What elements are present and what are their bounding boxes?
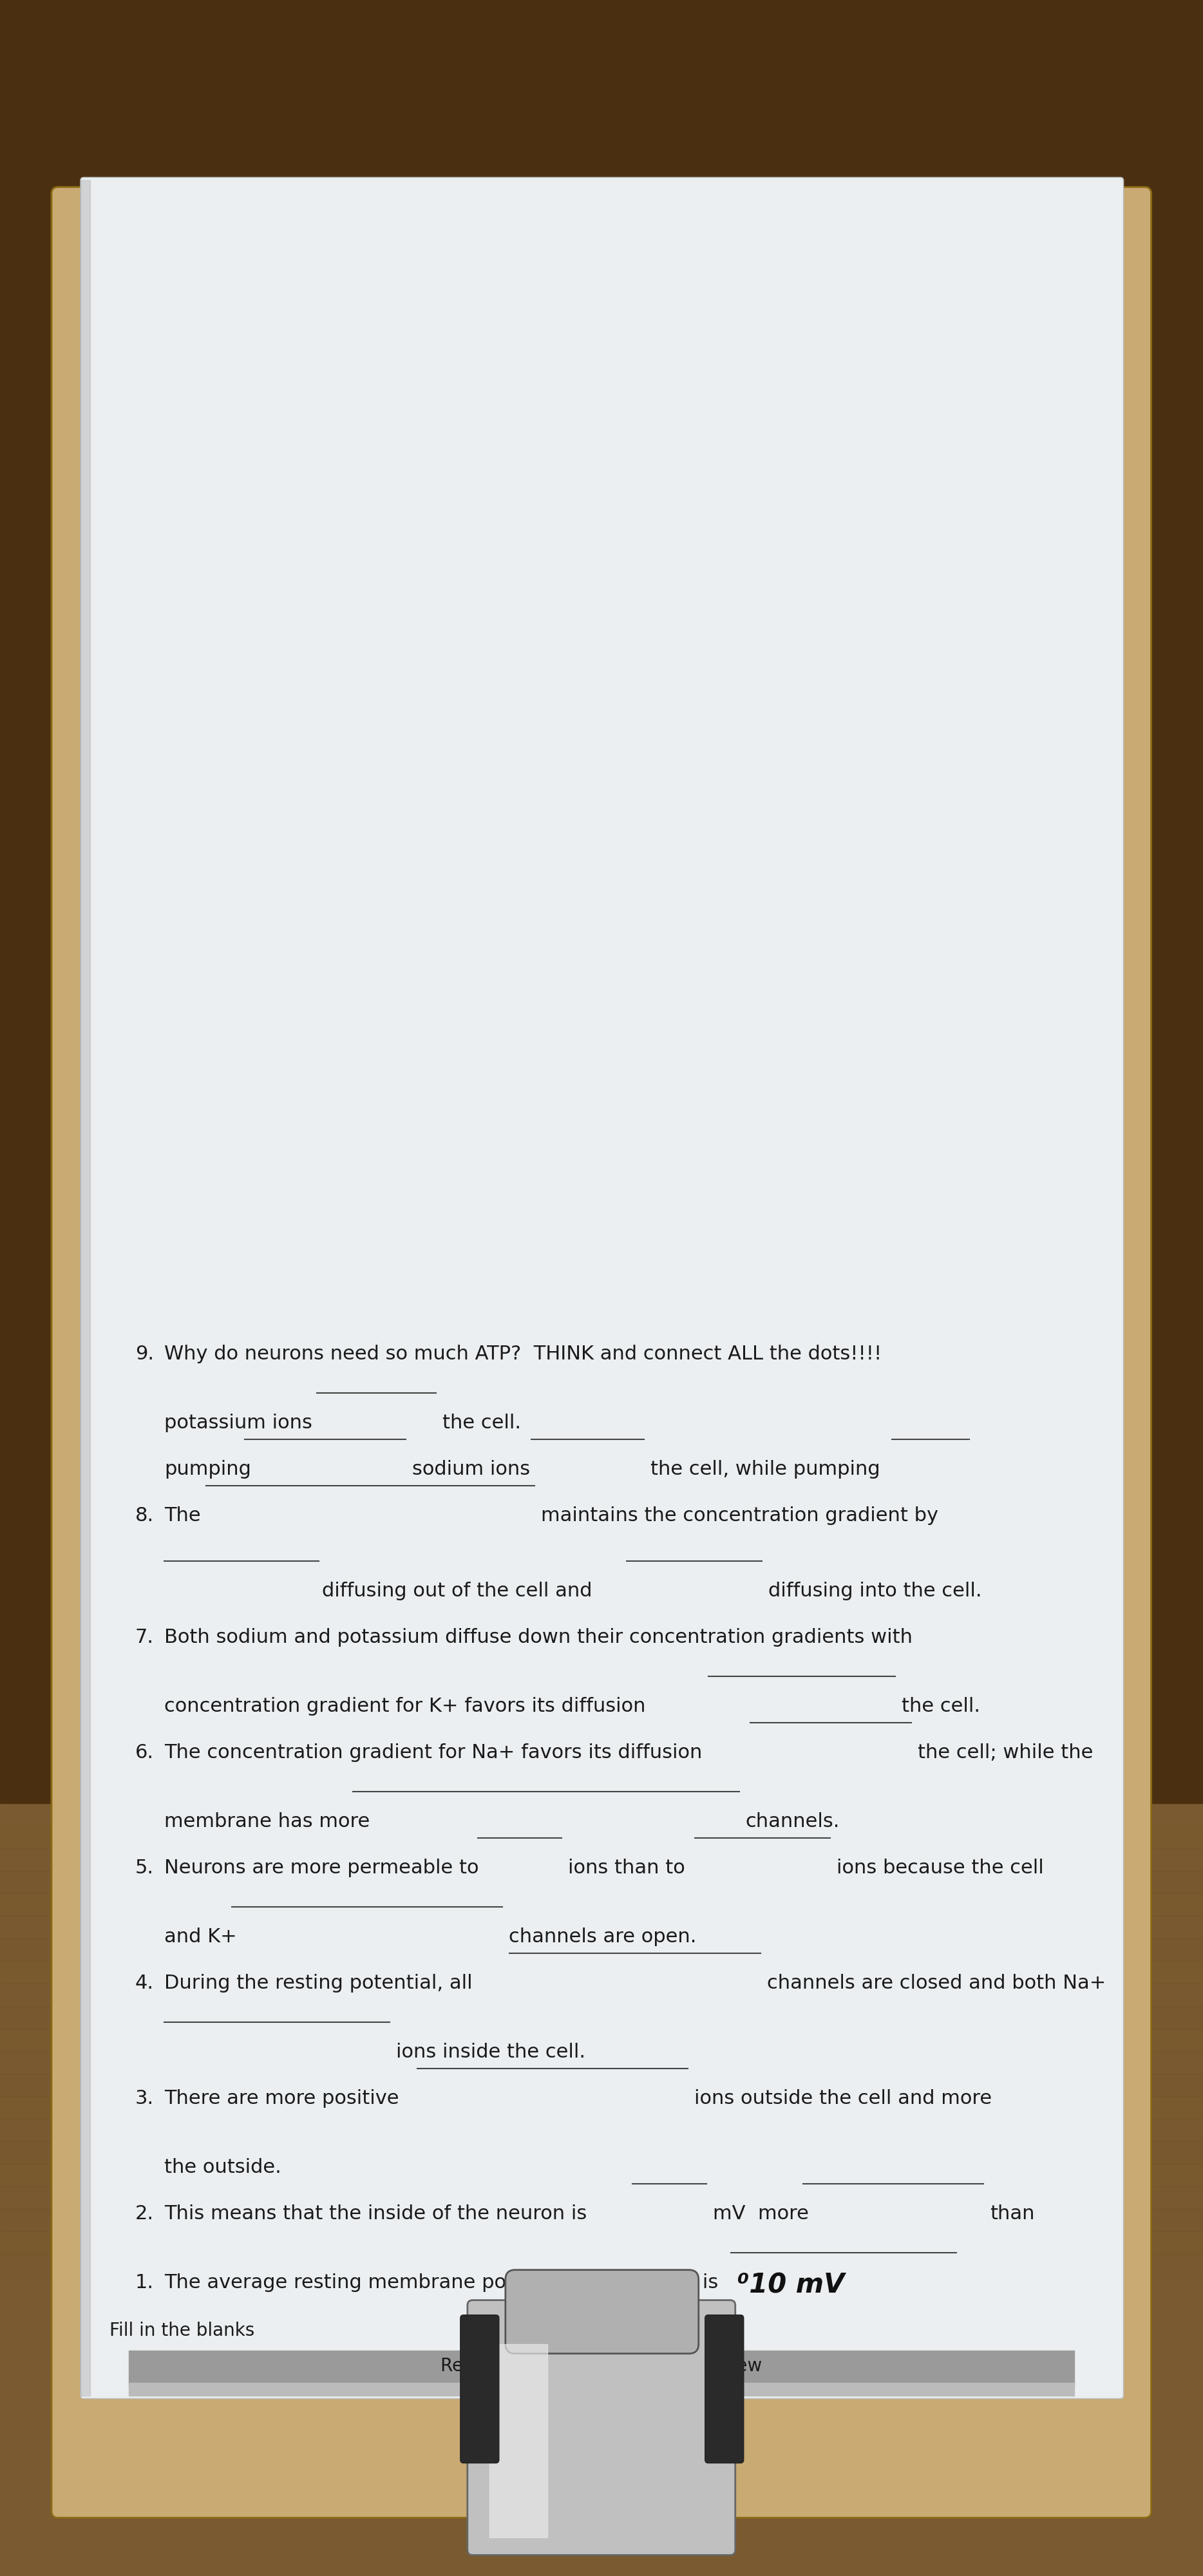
Text: 9.: 9.: [135, 1345, 154, 1363]
Text: During the resting potential, all: During the resting potential, all: [164, 1973, 473, 1991]
Bar: [0, 2164, 1203, 2187]
Bar: [0, 2007, 1203, 2027]
Bar: [0, 1984, 1203, 2007]
Text: channels.: channels.: [746, 1811, 840, 1832]
Text: ⁰10 mV: ⁰10 mV: [737, 2272, 845, 2298]
Text: The average resting membrane potential for a neuron is: The average resting membrane potential f…: [164, 2272, 718, 2293]
Text: ions outside the cell and more: ions outside the cell and more: [694, 2089, 991, 2107]
FancyBboxPatch shape: [705, 2316, 743, 2463]
Text: 1.: 1.: [135, 2272, 154, 2293]
Text: 5.: 5.: [135, 1857, 154, 1878]
Text: Why do neurons need so much ATP?  THINK and connect ALL the dots!!!!: Why do neurons need so much ATP? THINK a…: [164, 1345, 882, 1363]
Bar: [0, 1917, 1203, 1937]
Bar: [0, 1960, 1203, 1984]
Text: 2.: 2.: [135, 2205, 154, 2223]
Text: 3.: 3.: [135, 2089, 154, 2107]
Text: ions inside the cell.: ions inside the cell.: [396, 2043, 586, 2061]
Text: maintains the concentration gradient by: maintains the concentration gradient by: [541, 1507, 938, 1525]
Text: Neurons are more permeable to: Neurons are more permeable to: [164, 1857, 479, 1878]
Bar: [0, 0, 1203, 1803]
Text: membrane has more: membrane has more: [164, 1811, 369, 1832]
Text: concentration gradient for K+ favors its diffusion: concentration gradient for K+ favors its…: [164, 1698, 646, 1716]
Text: the outside.: the outside.: [164, 2159, 282, 2177]
Text: 6.: 6.: [135, 1744, 154, 1762]
Bar: [84, 180, 1120, 2396]
Bar: [0, 2141, 1203, 2164]
Bar: [81, 180, 90, 2396]
Text: potassium ions: potassium ions: [164, 1414, 313, 1432]
Text: There are more positive: There are more positive: [164, 2089, 399, 2107]
Bar: [0, 1870, 1203, 1893]
Text: sodium ions: sodium ions: [413, 1461, 531, 1479]
Text: than: than: [990, 2205, 1035, 2223]
Text: and K+: and K+: [164, 1927, 237, 1945]
Text: 4.: 4.: [135, 1973, 154, 1991]
FancyBboxPatch shape: [52, 188, 1151, 2517]
Bar: [0, 2254, 1203, 2277]
FancyBboxPatch shape: [468, 2300, 735, 2555]
FancyBboxPatch shape: [505, 2269, 699, 2354]
Text: pumping: pumping: [164, 1461, 251, 1479]
Bar: [0, 2027, 1203, 2050]
Text: the cell; while the: the cell; while the: [918, 1744, 1092, 1762]
Bar: [0, 1826, 1203, 1847]
Text: Resting Membrane Potential Review: Resting Membrane Potential Review: [440, 2357, 763, 2375]
Text: diffusing into the cell.: diffusing into the cell.: [769, 1582, 982, 1600]
Text: The concentration gradient for Na+ favors its diffusion: The concentration gradient for Na+ favor…: [164, 1744, 703, 1762]
Bar: [129, 2383, 1074, 2396]
Bar: [129, 2349, 1074, 2385]
Bar: [0, 1893, 1203, 1917]
Text: mV  more: mV more: [712, 2205, 808, 2223]
Bar: [0, 2050, 1203, 2074]
Bar: [0, 2074, 1203, 2097]
Bar: [0, 2187, 1203, 2208]
Bar: [0, 1803, 1203, 2576]
Text: the cell.: the cell.: [443, 1414, 521, 1432]
Text: channels are closed and both Na+: channels are closed and both Na+: [766, 1973, 1106, 1991]
Text: channels are open.: channels are open.: [509, 1927, 697, 1945]
Text: Fill in the blanks: Fill in the blanks: [109, 2321, 255, 2339]
Bar: [0, 1937, 1203, 1960]
Text: 8.: 8.: [135, 1507, 154, 1525]
Bar: [0, 2117, 1203, 2141]
Text: the cell, while pumping: the cell, while pumping: [651, 1461, 879, 1479]
Bar: [490, 2344, 547, 2537]
FancyBboxPatch shape: [461, 2316, 499, 2463]
Bar: [0, 2231, 1203, 2254]
Text: Both sodium and potassium diffuse down their concentration gradients with: Both sodium and potassium diffuse down t…: [164, 1628, 913, 1646]
Text: This means that the inside of the neuron is: This means that the inside of the neuron…: [164, 2205, 587, 2223]
Text: diffusing out of the cell and: diffusing out of the cell and: [322, 1582, 592, 1600]
Bar: [0, 2097, 1203, 2117]
Text: ions than to: ions than to: [568, 1857, 685, 1878]
Text: the cell.: the cell.: [901, 1698, 980, 1716]
Text: ions because the cell: ions because the cell: [836, 1857, 1043, 1878]
Bar: [0, 2208, 1203, 2231]
Text: The: The: [164, 1507, 201, 1525]
Text: 7.: 7.: [135, 1628, 154, 1646]
Bar: [0, 1847, 1203, 1870]
FancyBboxPatch shape: [81, 178, 1124, 2398]
